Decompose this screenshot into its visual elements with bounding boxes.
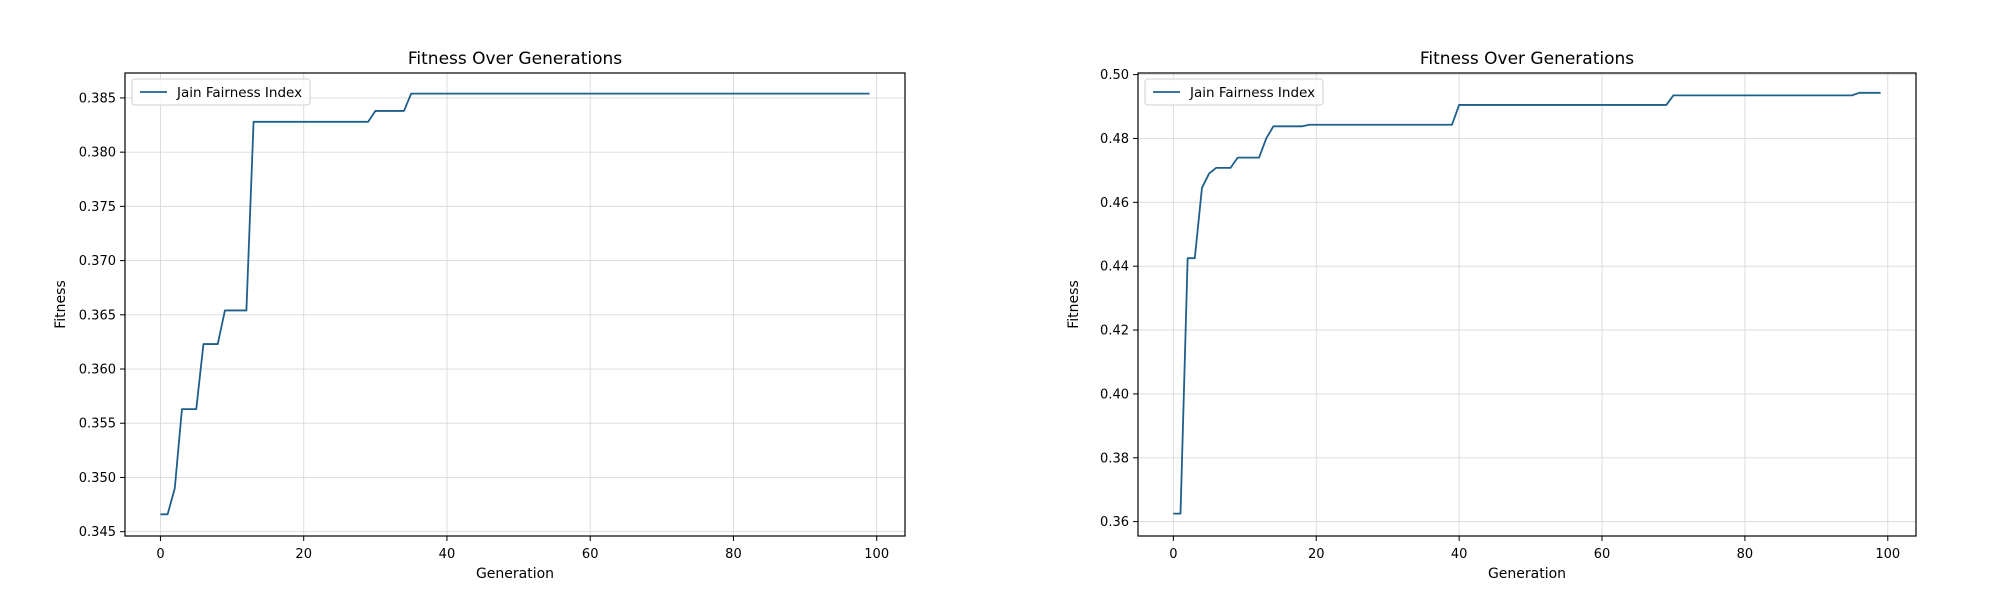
plot-frame [1137, 72, 1917, 537]
x-axis-ticks: 0 20 40 60 80 100 [156, 536, 889, 562]
y-tick-label: 0.375 [79, 200, 116, 215]
x-tick-label: 20 [1308, 547, 1325, 562]
series-lines [160, 92, 870, 516]
x-tick-label: 60 [582, 547, 599, 562]
chart-title: Fitness Over Generations [408, 49, 622, 69]
plot-frame [124, 72, 906, 537]
x-tick-label: 80 [1737, 547, 1754, 562]
y-axis-ticks: 0.345 0.350 0.355 0.360 0.365 0.370 0.375 0.380… [79, 91, 125, 540]
y-tick-label: 0.385 [79, 91, 116, 106]
x-tick-label: 0 [156, 547, 164, 562]
legend-label: Jain Fairness Index [176, 85, 302, 101]
chart-left: 0 20 40 60 80 100 0.3450.3500.3550.3600.3650.… [53, 49, 906, 582]
series-line-jain-fairness-index [160, 92, 870, 516]
x-axis-label: Generation [1488, 566, 1566, 582]
x-axis-ticks: 0 20 40 60 80 100 [1169, 536, 1900, 562]
legend-box [131, 78, 311, 106]
x-tick-label: 80 [725, 547, 742, 562]
x-tick-label: 100 [864, 547, 889, 562]
grid-lines [1138, 73, 1916, 536]
y-axis-label: Fitness [53, 280, 69, 329]
legend: Jain Fairness Index [1144, 78, 1324, 106]
y-tick-label: 0.360 [79, 363, 116, 378]
x-tick-label: 0 [1169, 547, 1177, 562]
y-tick-label: 0.38 [1100, 451, 1129, 466]
series-line-jain-fairness-index [1173, 91, 1881, 515]
x-tick-label: 40 [1451, 547, 1468, 562]
y-tick-label: 0.350 [79, 471, 116, 486]
x-tick-label: 20 [295, 547, 312, 562]
y-axis-ticks: 0.36 0.38 0.40 0.42 0.44 0.46 0.48 0.50 [1100, 68, 1138, 530]
chart-right: 0 20 40 60 80 100 0.36 0.38 0.40 0.42 0.44 0.46 0.4… [1066, 49, 1917, 582]
y-tick-label: 0.46 [1100, 196, 1129, 211]
y-tick-label: 0.44 [1100, 260, 1129, 275]
legend: Jain Fairness Index [131, 78, 311, 106]
y-tick-label: 0.48 [1100, 132, 1129, 147]
y-tick-label: 0.370 [79, 254, 116, 269]
x-tick-label: 40 [439, 547, 456, 562]
series-lines [1173, 91, 1881, 515]
chart-title: Fitness Over Generations [1420, 49, 1634, 69]
x-axis-label: Generation [476, 566, 554, 582]
y-tick-label: 0.40 [1100, 387, 1129, 402]
y-tick-label: 0.355 [79, 417, 116, 432]
grid-lines [125, 73, 905, 536]
y-tick-label: 0.42 [1100, 324, 1129, 339]
x-tick-label: 100 [1875, 547, 1900, 562]
legend-box [1144, 78, 1324, 106]
y-tick-label: 0.36 [1100, 515, 1129, 530]
y-tick-label: 0.50 [1100, 68, 1129, 83]
y-tick-label: 0.365 [79, 308, 116, 323]
x-tick-label: 60 [1594, 547, 1611, 562]
y-tick-label: 0.380 [79, 146, 116, 161]
legend-label: Jain Fairness Index [1189, 85, 1315, 101]
y-tick-label: 0.345 [79, 525, 116, 540]
y-axis-label: Fitness [1066, 280, 1082, 329]
